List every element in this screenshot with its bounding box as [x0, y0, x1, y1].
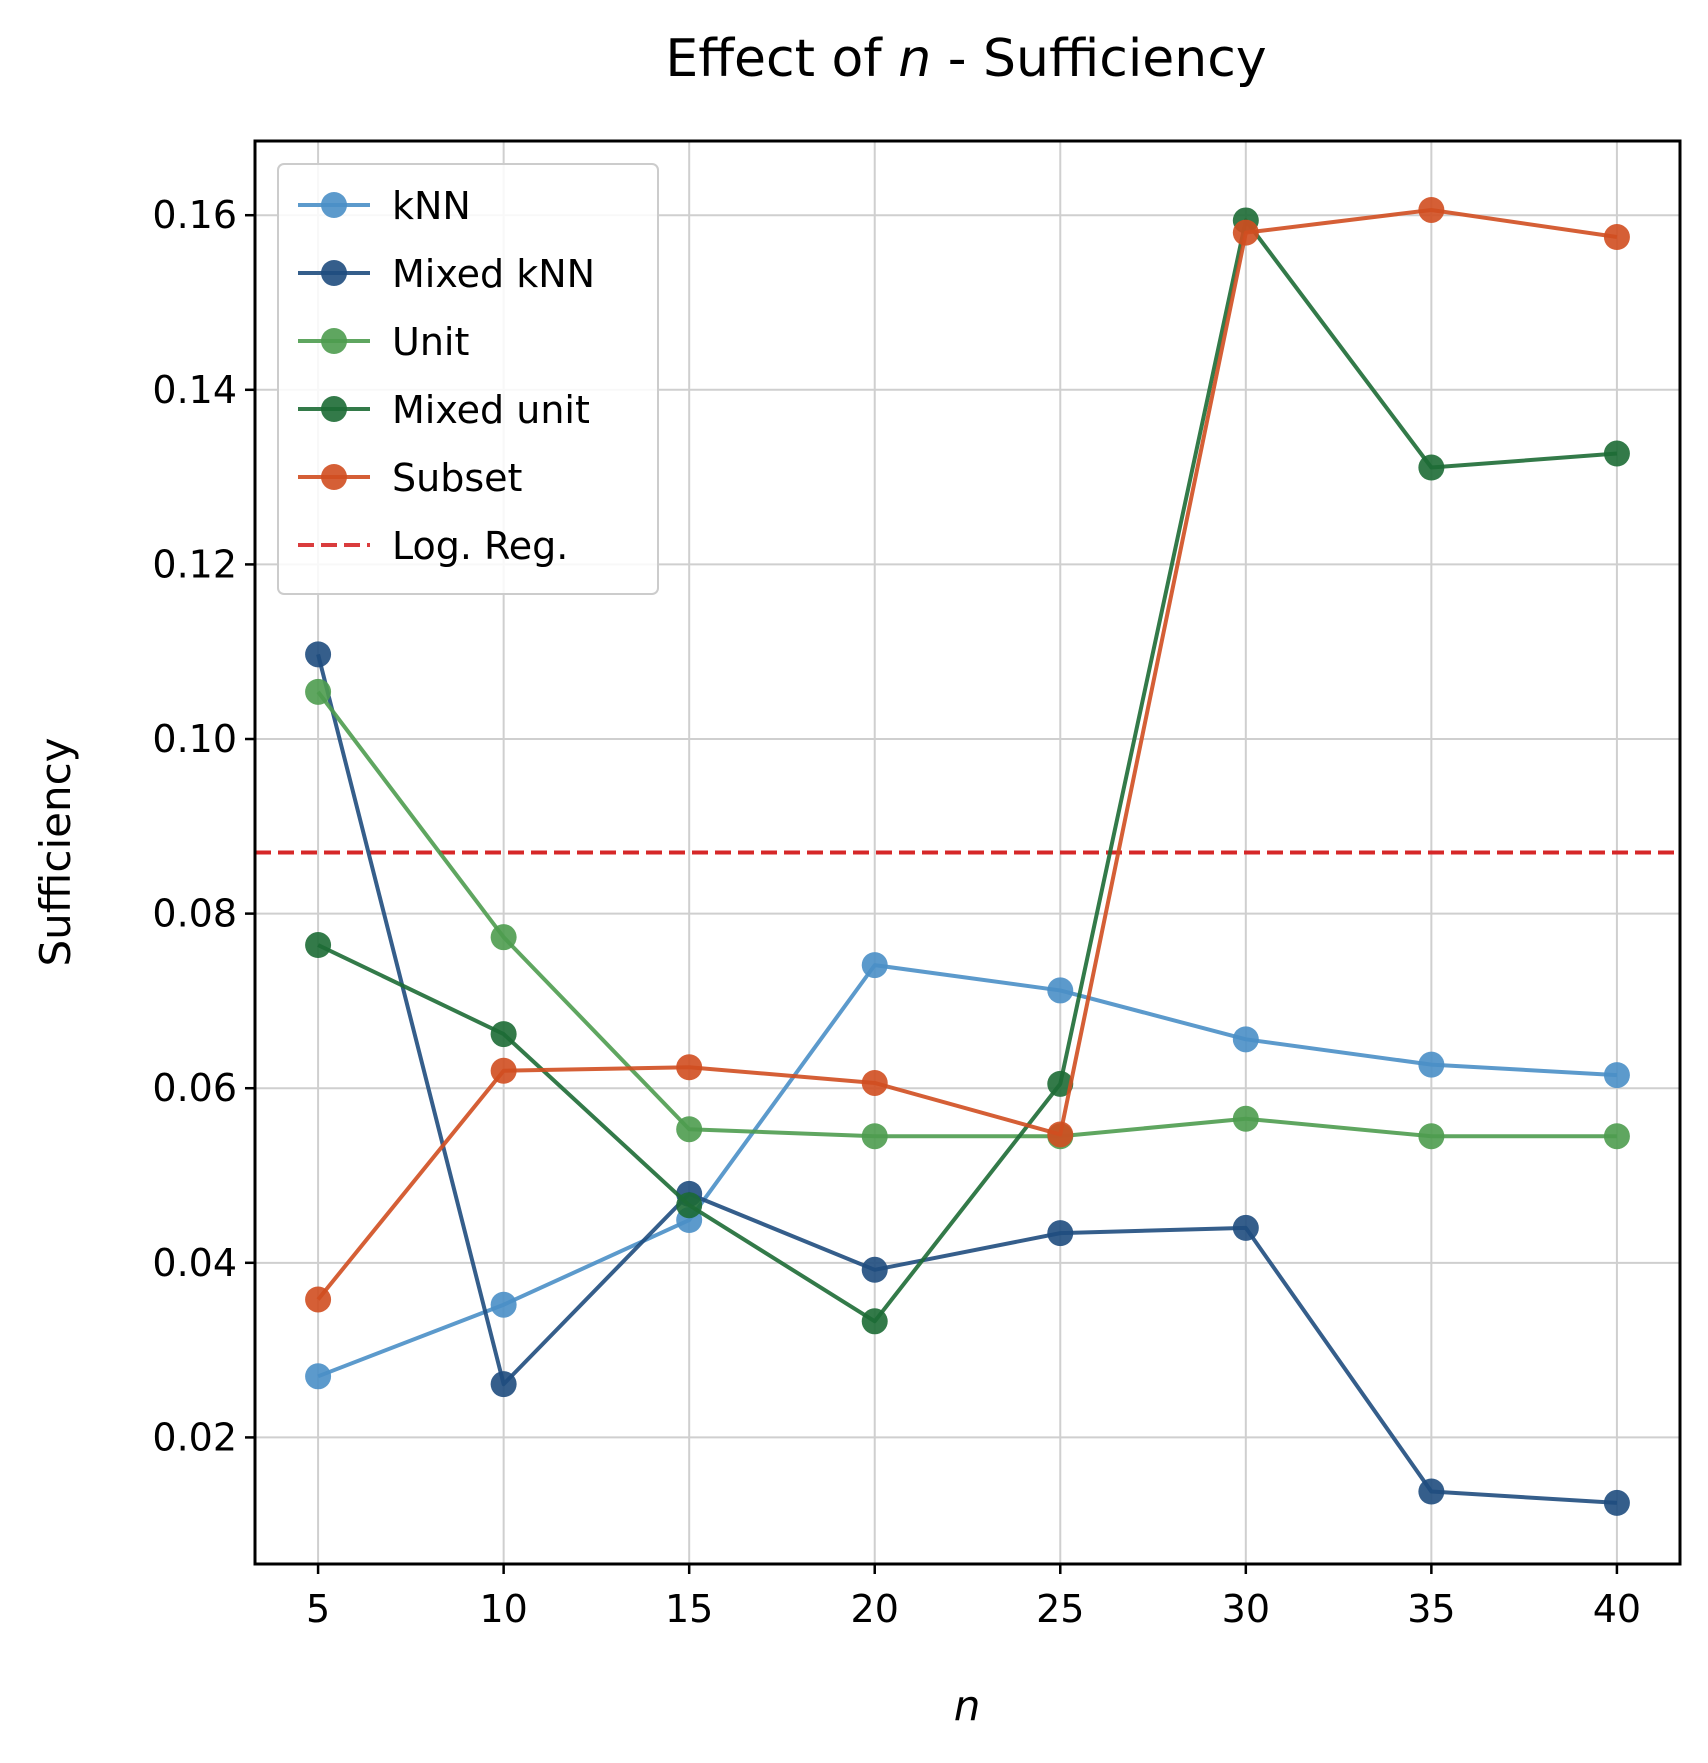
data-point-knn [1418, 1051, 1445, 1078]
legend-label-unit: Unit [392, 320, 469, 364]
data-point-unit [305, 678, 332, 705]
grid [255, 141, 1680, 1564]
y-tick-label: 0.12 [152, 542, 237, 586]
data-point-unit [1232, 1105, 1259, 1132]
data-point-knn [1232, 1026, 1259, 1053]
series-line-knn [317, 963, 1618, 1379]
data-point-mixed-unit [861, 1308, 888, 1335]
legend-marker-mixed-unit [321, 396, 347, 422]
data-point-knn [490, 1291, 517, 1318]
y-tick-label: 0.10 [152, 717, 237, 761]
legend-label-subset: Subset [392, 456, 522, 500]
series-subset [305, 196, 1630, 1313]
x-tick-label: 15 [665, 1587, 713, 1631]
x-tick-label: 5 [306, 1587, 330, 1631]
data-point-knn [861, 952, 888, 979]
data-point-subset [305, 1286, 332, 1313]
data-point-mixed-knn [1047, 1220, 1074, 1247]
chart-title-suffix: - Sufficiency [931, 29, 1266, 89]
data-point-subset [676, 1054, 703, 1081]
data-point-unit [1603, 1123, 1630, 1150]
data-point-mixed-unit [1418, 454, 1445, 481]
x-tick-label: 20 [851, 1587, 899, 1631]
series-mixed-knn [305, 641, 1630, 1516]
data-point-mixed-unit [676, 1192, 703, 1219]
legend-label-mixed-unit: Mixed unit [392, 388, 590, 432]
x-axis-label: n [954, 1681, 981, 1730]
ticks: 5 10 15 20 25 30 35 40 0.02 0.04 0.06 0.08 0.10 0.12 0… [152, 193, 1641, 1631]
x-tick-label: 25 [1036, 1587, 1084, 1631]
y-tick-label: 0.06 [152, 1066, 237, 1110]
data-point-knn [1603, 1062, 1630, 1089]
chart-title: Effect of n - Sufficiency [665, 29, 1266, 89]
data-point-unit [676, 1116, 703, 1143]
legend-marker-subset [321, 464, 347, 490]
series-line-subset [316, 207, 1618, 1301]
y-tick-label: 0.04 [152, 1241, 237, 1285]
chart-title-variable: n [898, 29, 931, 89]
legend-label-mixed-knn: Mixed kNN [392, 252, 595, 296]
data-point-mixed-unit [490, 1021, 517, 1048]
legend-label-knn: kNN [392, 184, 471, 228]
data-point-mixed-knn [1232, 1214, 1259, 1241]
data-point-mixed-unit [305, 932, 332, 959]
x-tick-label: 35 [1407, 1587, 1455, 1631]
y-tick-label: 0.16 [152, 193, 237, 237]
x-tick-label: 30 [1222, 1587, 1270, 1631]
legend-label-log-reg-: Log. Reg. [392, 524, 568, 568]
data-point-mixed-knn [1603, 1489, 1630, 1516]
data-point-subset [1603, 224, 1630, 251]
series-line-mixed-knn [316, 653, 1618, 1505]
data-point-mixed-knn [490, 1371, 517, 1398]
x-tick-label: 10 [479, 1587, 527, 1631]
y-tick-label: 0.14 [152, 368, 237, 412]
series-line-mixed-unit [317, 218, 1618, 1324]
data-point-subset [1418, 196, 1445, 223]
series-line-unit [316, 690, 1617, 1139]
data-point-mixed-knn [1418, 1478, 1445, 1505]
data-point-subset [861, 1069, 888, 1096]
y-tick-label: 0.08 [152, 892, 237, 936]
series-group [305, 196, 1630, 1516]
x-tick-label: 40 [1593, 1587, 1641, 1631]
data-point-subset [1047, 1121, 1074, 1148]
data-point-mixed-knn [305, 641, 332, 668]
data-point-mixed-knn [861, 1256, 888, 1283]
legend-marker-mixed-knn [321, 260, 347, 286]
chart-title-prefix: Effect of [665, 29, 898, 89]
plot-frame [253, 139, 1682, 1566]
data-point-unit [861, 1123, 888, 1150]
data-point-subset [1232, 219, 1259, 246]
data-point-subset [490, 1057, 517, 1084]
data-point-knn [305, 1363, 332, 1390]
data-point-unit [490, 924, 517, 951]
data-point-mixed-unit [1603, 440, 1630, 467]
legend-marker-knn [321, 192, 347, 218]
legend: kNN Mixed kNN Unit Mixed unit Subset Log. Reg… [277, 163, 659, 595]
data-point-mixed-unit [1047, 1070, 1074, 1097]
legend-marker-unit [321, 328, 347, 354]
y-tick-label: 0.02 [152, 1415, 237, 1459]
data-point-unit [1418, 1123, 1445, 1150]
y-axis-label: Sufficiency [31, 737, 80, 966]
series-mixed-unit [305, 207, 1630, 1335]
data-point-knn [1047, 977, 1074, 1004]
legend-box [277, 163, 659, 595]
